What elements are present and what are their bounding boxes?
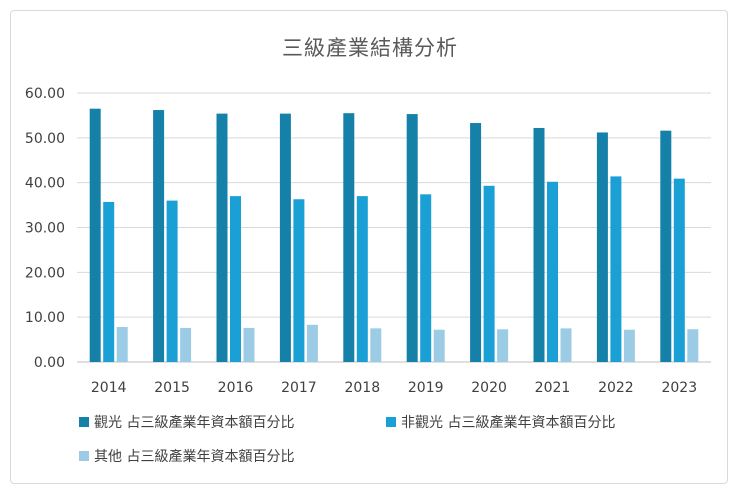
legend-swatch [79,451,89,461]
x-tick-label: 2022 [598,380,634,396]
bar-series-2 [103,201,115,362]
legend-label: 其他 占三級產業年資本額百分比 [94,448,294,465]
y-tick-label: 40.00 [25,176,65,192]
bar-series-2 [673,178,685,362]
y-tick-label: 50.00 [25,131,65,147]
bar-series-1 [533,127,545,362]
x-tick-label: 2018 [344,380,380,396]
x-tick-label: 2015 [154,380,190,396]
bar-series-2 [166,200,178,362]
bar-series-3 [497,329,509,362]
bar-series-2 [547,181,558,362]
bar-series-1 [470,123,482,362]
legend-swatch [79,417,89,427]
x-tick-label: 2020 [471,380,507,396]
y-tick-label: 30.00 [25,221,65,237]
x-tick-label: 2014 [91,380,127,396]
bar-series-2 [293,199,305,362]
x-tick-label: 2017 [281,380,317,396]
chart-title: 三級產業結構分析 [282,36,458,60]
bar-series-1 [406,114,418,363]
x-tick-label: 2016 [218,380,254,396]
bar-series-3 [560,328,572,362]
bar-series-1 [279,113,291,362]
x-tick-label: 2021 [535,380,571,396]
bar-series-1 [596,132,608,362]
bar-series-2 [483,185,495,362]
bar-series-3 [306,324,318,362]
bar-series-2 [420,194,432,362]
x-tick-label: 2019 [408,380,444,396]
bar-chart: 三級產業結構分析 0.00 10.00 20.00 30.00 40.00 50.00 60… [25,36,711,465]
bar-series-2 [356,196,368,362]
bar-series-1 [89,108,101,362]
bar-series-3 [687,329,699,362]
y-tick-label: 20.00 [25,265,65,281]
bar-series-1 [343,113,355,362]
y-tick-label: 60.00 [25,86,65,102]
bar-series-1 [216,113,228,362]
legend-label: 觀光 占三級產業年資本額百分比 [94,414,294,431]
bar-series-1 [153,110,165,362]
bar-series-3 [180,327,192,362]
legend-swatch [386,417,396,427]
bar-series-3 [623,329,635,362]
bar-series-3 [433,329,445,362]
bar-series-3 [116,327,128,362]
x-tick-label: 2023 [661,380,697,396]
bar-series-2 [610,176,622,362]
bars [89,108,699,363]
chart-card: 三級產業結構分析 0.00 10.00 20.00 30.00 40.00 50.00 60… [10,10,728,484]
y-tick-label: 0.00 [34,355,65,371]
y-tick-label: 10.00 [25,310,65,326]
y-axis-ticks: 0.00 10.00 20.00 30.00 40.00 50.00 60.00 [25,86,65,371]
bar-series-1 [660,130,672,362]
gridlines [77,92,711,363]
legend-label: 非觀光 占三級產業年資本額百分比 [401,414,615,431]
bar-series-2 [230,196,241,362]
bar-series-3 [243,327,255,362]
bar-series-3 [370,328,382,362]
x-axis-ticks: 2014 2015 2016 2017 2018 2019 2020 2021 2022 2023 [91,380,697,396]
